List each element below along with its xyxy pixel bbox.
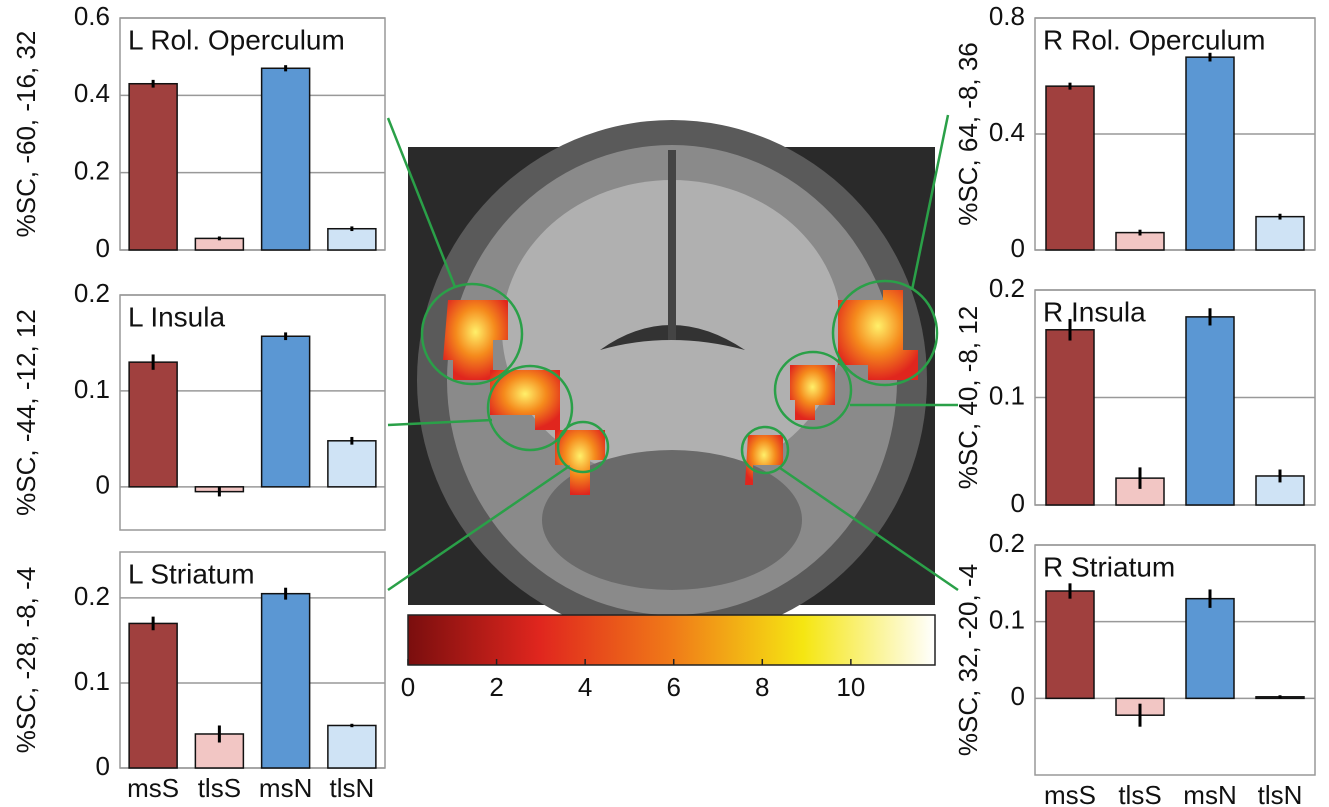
y-tick-label: 0.8: [989, 1, 1025, 31]
y-tick-label: 0: [96, 751, 110, 781]
x-tick-label: 4: [578, 672, 592, 702]
y-axis-label: %SC, -60, -16, 32: [11, 31, 41, 238]
chart-title: R Striatum: [1043, 551, 1175, 582]
bar: [328, 229, 376, 250]
x-tick-label: msS: [127, 773, 179, 803]
bar: [1046, 330, 1094, 505]
bar: [262, 594, 310, 768]
y-tick-label: 0.1: [989, 605, 1025, 635]
bar: [262, 68, 310, 250]
brain-image: [408, 120, 935, 640]
y-tick-label: 0.1: [74, 374, 110, 404]
bar: [1186, 57, 1234, 250]
x-tick-label: tlsS: [1118, 780, 1161, 807]
page: 0 0.2 0.4 0.6 L Rol. Operculum %SC, -60, -16,…: [0, 0, 1329, 807]
bar: [1046, 86, 1094, 250]
bar: [129, 362, 177, 487]
x-tick-label: tlsS: [198, 773, 241, 803]
y-tick-label: 0.2: [989, 273, 1025, 303]
y-tick-label: 0.2: [74, 156, 110, 186]
y-tick-label: 0.4: [74, 78, 110, 108]
bar: [129, 84, 177, 250]
bar: [328, 725, 376, 768]
x-tick-label: tlsN: [329, 773, 374, 803]
y-axis-label: %SC, 32, -20, -4: [953, 564, 983, 756]
bar: [1186, 599, 1234, 699]
chart-title: L Insula: [128, 301, 225, 332]
figure: 0 0.2 0.4 0.6 L Rol. Operculum %SC, -60, -16,…: [0, 0, 1329, 807]
x-tick-label: 8: [755, 672, 769, 702]
y-axis-label: %SC, -44, -12, 12: [11, 309, 41, 516]
chart-title: L Striatum: [128, 558, 255, 589]
chart-title: L Rol. Operculum: [128, 24, 345, 55]
y-tick-label: 0.6: [74, 1, 110, 31]
bar: [129, 623, 177, 768]
x-tick-label: 2: [489, 672, 503, 702]
x-tick-label: msN: [259, 773, 312, 803]
colorbar: [408, 615, 935, 665]
bar: [1256, 217, 1304, 250]
y-tick-label: 0: [1011, 233, 1025, 263]
x-tick-label: tlsN: [1258, 780, 1303, 807]
bar: [1046, 591, 1094, 698]
x-tick-label: 0: [401, 672, 415, 702]
y-tick-label: 0: [96, 233, 110, 263]
y-tick-label: 0.2: [74, 278, 110, 308]
chart-title: R Rol. Operculum: [1043, 24, 1266, 55]
y-tick-label: 0.2: [74, 581, 110, 611]
bar: [328, 441, 376, 487]
y-tick-label: 0.4: [989, 117, 1025, 147]
x-tick-label: 6: [666, 672, 680, 702]
y-axis-label: %SC, 64, -8, 36: [953, 42, 983, 226]
bar: [1186, 317, 1234, 505]
y-axis-label: %SC, -28, -8, -4: [11, 567, 41, 753]
y-tick-label: 0: [1011, 488, 1025, 518]
y-tick-label: 0.1: [989, 380, 1025, 410]
bar: [262, 336, 310, 487]
y-tick-label: 0.2: [989, 528, 1025, 558]
chart-title: R Insula: [1043, 296, 1146, 327]
y-tick-label: 0: [96, 470, 110, 500]
x-tick-label: msN: [1183, 780, 1236, 807]
y-tick-label: 0: [1011, 681, 1025, 711]
x-tick-label: 10: [836, 672, 865, 702]
y-axis-label: %SC, 40, -8, 12: [953, 306, 983, 490]
y-tick-label: 0.1: [74, 666, 110, 696]
x-tick-label: msS: [1044, 780, 1096, 807]
